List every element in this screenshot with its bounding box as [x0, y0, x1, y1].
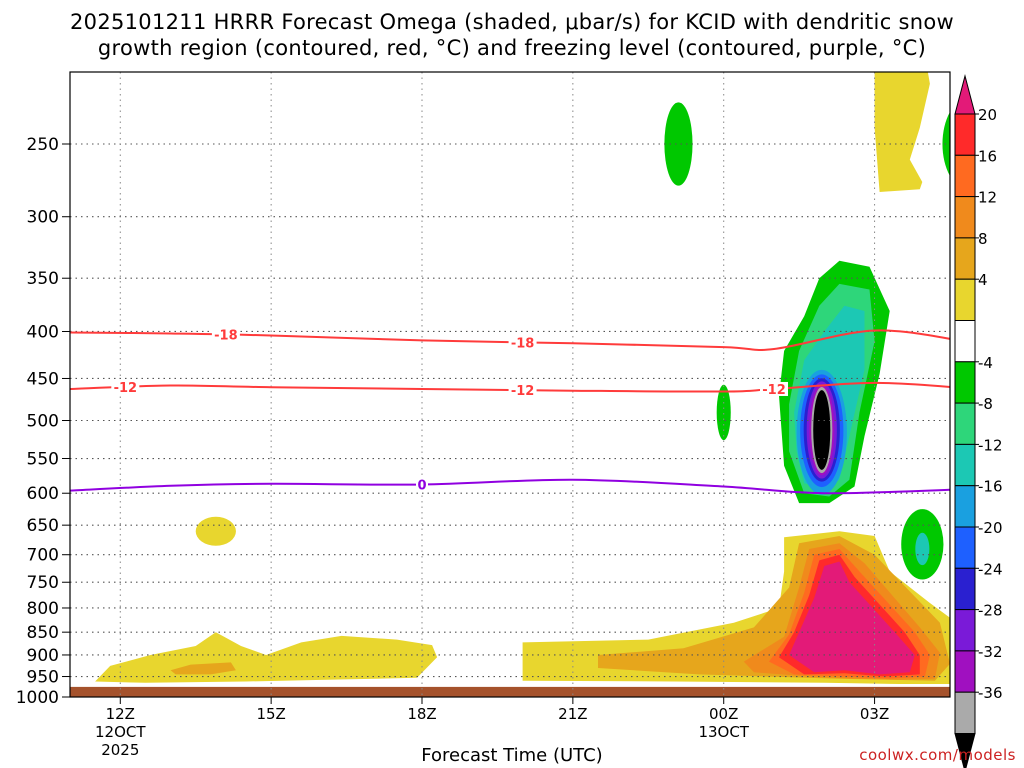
x-tick-label: 18Z [407, 705, 436, 723]
y-tick-label: 650 [27, 516, 59, 536]
contour-label-layer: -18 -18 -12 -12 -12 0 [111, 327, 788, 493]
omega-cell-upper-green-edge [942, 111, 950, 177]
y-tick-label: 300 [27, 208, 59, 228]
x-tick-date-label: 12OCT [95, 723, 146, 741]
colorbar-swatch [954, 402, 976, 445]
contour-label-dgz-minus12: -12 [762, 383, 786, 398]
x-tick-label: 00Z [709, 705, 738, 723]
colorbar-label: 20 [978, 106, 997, 124]
contour-label-dgz-minus18: -18 [214, 329, 238, 344]
x-tick-label: 21Z [558, 705, 587, 723]
colorbar-label: 16 [978, 147, 997, 165]
y-tick-label: 950 [27, 668, 59, 688]
omega-cell-upper-green-left [664, 102, 693, 186]
colorbar-label: -20 [978, 519, 1003, 537]
chart-title-line-1: 2025101211 HRRR Forecast Omega (shaded, … [70, 10, 954, 34]
omega-cell-small-green [716, 384, 731, 441]
contour-line-dgz-minus12 [70, 381, 950, 393]
contour-label-freezing-level: 0 [417, 478, 426, 493]
y-tick-label: 850 [27, 623, 59, 643]
contour-label-bg [211, 327, 240, 342]
colorbar-swatch [954, 567, 976, 611]
colorbar-swatch [954, 237, 976, 280]
colorbar-bottom-triangle [954, 733, 976, 768]
contour-label-bg [508, 335, 537, 350]
colorbar-swatch [954, 154, 976, 198]
y-axis: 250 300 350 400 450 500 550 600 650 700 750 800 850 9… [16, 135, 70, 708]
y-tick-label: 250 [27, 135, 59, 155]
colorbar-swatch [954, 526, 976, 569]
x-tick-label: 03Z [860, 705, 889, 723]
omega-cell-teal-lower-right [915, 532, 930, 566]
omega-colorbar: 20 16 12 8 4 -4 -8 -12 -16 -20 -24 -28 -32 -36 [954, 74, 1003, 768]
colorbar-label: -16 [978, 478, 1003, 496]
contour-label-dgz-minus18: -18 [511, 336, 535, 351]
contour-line-dgz-minus18 [70, 329, 950, 352]
colorbar-swatch [954, 361, 976, 404]
colorbar-label: 12 [978, 189, 997, 207]
y-tick-label: 900 [27, 646, 59, 666]
colorbar-swatch [954, 485, 976, 528]
terrain-fill [70, 686, 950, 697]
colorbar-label: -4 [978, 354, 993, 372]
contour-label-dgz-minus12: -12 [114, 381, 138, 396]
y-tick-label: 800 [27, 599, 59, 619]
contour-label-dgz-minus12: -12 [511, 384, 535, 399]
y-tick-label: 600 [27, 484, 59, 504]
contour-label-bg [416, 477, 428, 492]
colorbar-top-triangle [954, 74, 976, 115]
contour-line-freezing-level [70, 478, 950, 495]
omega-cell-upper-yellow [874, 72, 930, 192]
colorbar-swatch [954, 443, 976, 487]
x-tick-label: 12Z [106, 705, 135, 723]
y-tick-label: 450 [27, 369, 59, 389]
colorbar-swatch [954, 113, 976, 156]
colorbar-swatch [954, 278, 976, 322]
x-tick-date-label: 13OCT [698, 723, 749, 741]
colorbar-swatch [954, 609, 976, 652]
colorbar-swatch [954, 650, 976, 693]
contour-label-bg [760, 381, 788, 396]
omega-shading-layer [95, 72, 950, 684]
colorbar-label: -36 [978, 684, 1003, 702]
x-axis-label: Forecast Time (UTC) [421, 745, 603, 766]
y-tick-label: 350 [27, 269, 59, 289]
colorbar-label: -32 [978, 643, 1003, 661]
colorbar-label: -24 [978, 560, 1003, 578]
source-credit[interactable]: coolwx.com/models [859, 746, 1016, 764]
terrain-layer [70, 686, 950, 697]
omega-cell-small-yellow [195, 516, 236, 546]
colorbar-label: -28 [978, 602, 1003, 620]
y-tick-label: 1000 [16, 688, 59, 708]
contour-layer [70, 329, 950, 495]
y-tick-label: 500 [27, 411, 59, 431]
x-tick-year-label: 2025 [101, 741, 139, 759]
omega-descent-core [789, 561, 915, 675]
contour-label-bg [111, 380, 140, 395]
colorbar-label: -12 [978, 436, 1003, 454]
y-tick-label: 700 [27, 546, 59, 566]
colorbar-swatch [954, 320, 976, 363]
omega-band-orange-left [170, 662, 236, 675]
x-tick-label: 15Z [256, 705, 285, 723]
y-tick-label: 750 [27, 573, 59, 593]
omega-band-yellow-left [95, 632, 438, 683]
contour-label-bg [508, 383, 537, 398]
colorbar-label: -8 [978, 395, 993, 413]
colorbar-label: 4 [978, 271, 988, 289]
colorbar-swatch [954, 691, 976, 735]
omega-updraft-black-core [813, 390, 831, 470]
y-tick-label: 550 [27, 450, 59, 470]
plot-frame [69, 71, 951, 698]
y-tick-label: 400 [27, 322, 59, 342]
colorbar-swatch [954, 196, 976, 239]
chart-title-line-2: growth region (contoured, red, °C) and f… [97, 36, 927, 60]
colorbar-label: 8 [978, 230, 988, 248]
